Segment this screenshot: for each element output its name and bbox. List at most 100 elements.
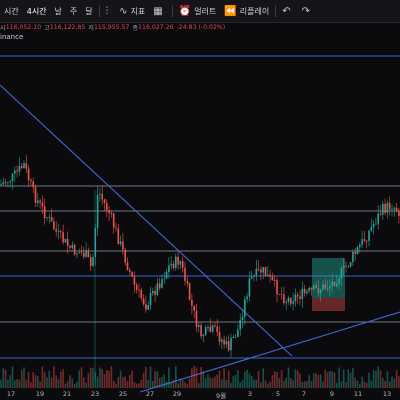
volume-bar [221, 379, 223, 388]
candle-body [55, 229, 57, 232]
candle-body [234, 337, 237, 338]
volume-bar [53, 366, 55, 388]
volume-bar [158, 377, 161, 388]
candle-body [64, 238, 67, 243]
volume-bar [207, 374, 209, 388]
timeframe-4hour[interactable]: 4시간 [26, 6, 47, 16]
candle-body [191, 299, 193, 306]
volume-bar [110, 366, 113, 388]
candle-body [20, 166, 23, 169]
candle-body [32, 181, 34, 188]
candle-body [9, 181, 11, 183]
volume-bar [135, 383, 138, 388]
volume-bar [154, 371, 156, 388]
candle-body [365, 240, 368, 242]
volume-bar [83, 377, 85, 388]
volume-bar [356, 380, 359, 388]
volume-bar [223, 368, 225, 388]
volume-bar [18, 379, 21, 388]
volume-bar [191, 368, 193, 388]
volume-bar [23, 367, 25, 388]
indicators-button[interactable]: ∿ 지표 [115, 0, 149, 22]
time-axis-label: 27 [145, 390, 155, 398]
alarm-clock-icon: ⏰ [178, 5, 192, 17]
change-value: -24.83 (-0.02%) [176, 24, 226, 31]
timeframe-month[interactable]: 달 [85, 6, 93, 16]
replay-label: 리플레이 [239, 6, 270, 16]
alert-label: 얼러트 [194, 6, 217, 16]
candle-body [319, 289, 322, 294]
candle-type-button[interactable]: ⫶ [102, 0, 116, 22]
volume-bar [345, 382, 347, 388]
volume-bar [177, 383, 179, 388]
candle-body [163, 278, 166, 280]
candle-body [253, 275, 255, 277]
candle-body [112, 213, 115, 228]
candle-body [149, 293, 152, 305]
candle-body [322, 284, 324, 290]
candle-body [14, 170, 16, 174]
candle-body [69, 245, 71, 248]
candle-body [271, 276, 274, 281]
alert-button[interactable]: ⏰ 얼러트 [175, 0, 221, 22]
volume-bar [200, 366, 202, 388]
volume-bar [115, 383, 117, 388]
volume-bar [133, 382, 136, 388]
candle-body [359, 244, 361, 248]
volume-bar [278, 378, 281, 388]
timeframe-hour[interactable]: 시간 [4, 6, 19, 16]
volume-bar [340, 381, 343, 388]
time-axis-label: 3 [247, 390, 253, 398]
volume-bar [96, 376, 99, 388]
candle-body [158, 283, 161, 288]
close-key: 종 [132, 25, 139, 32]
candle-body [131, 271, 133, 277]
time-axis: 17 19 21 23 25 27 29 9월 3 5 7 9 11 13 [0, 388, 400, 400]
volume-bar [393, 378, 396, 388]
rewind-icon: ⏪ [224, 5, 237, 17]
candle-body [23, 163, 25, 169]
volume-bar [391, 376, 393, 388]
volume-bar [331, 371, 333, 388]
candle-body [209, 326, 212, 332]
volume-bar [218, 370, 221, 388]
volume-bar [370, 380, 373, 388]
redo-button[interactable]: ↷ [298, 0, 317, 22]
candle-body [188, 283, 191, 300]
candle-body [232, 337, 235, 339]
volume-bar [237, 369, 239, 388]
layout-button[interactable]: ▦ [149, 0, 169, 22]
candle-body [165, 271, 168, 279]
undo-button[interactable]: ↶ [278, 0, 297, 22]
volume-bar [4, 369, 7, 388]
replay-button[interactable]: ⏪ 리플레이 [220, 0, 273, 22]
volume-bar [71, 378, 74, 388]
timeframe-week[interactable]: 주 [69, 6, 78, 16]
volume-bar [124, 376, 126, 388]
candle-body [39, 200, 41, 203]
volume-bar [76, 382, 78, 388]
volume-bar [126, 381, 129, 388]
timeframe-day[interactable]: 날 [54, 6, 62, 16]
volume-bar [250, 375, 253, 388]
volume-bar [306, 381, 308, 388]
volume-bar [319, 374, 322, 388]
candle-body [283, 294, 285, 303]
candle-body [16, 170, 18, 172]
volume-bar [94, 371, 97, 388]
volume-bar [60, 371, 62, 388]
candle-body [34, 187, 37, 203]
time-axis-label: 13 [382, 390, 392, 398]
time-axis-label: 17 [6, 390, 16, 398]
volume-bar [395, 369, 398, 388]
low-value: 115,955.57 [93, 24, 130, 31]
volume-bar [145, 366, 147, 388]
volume-bar [16, 378, 18, 388]
time-axis-label: 25 [118, 390, 128, 398]
volume-bar [101, 369, 103, 388]
candle-body [299, 296, 301, 300]
volume-bar [333, 372, 336, 388]
candle-body [241, 316, 244, 320]
volume-bar [172, 379, 175, 388]
